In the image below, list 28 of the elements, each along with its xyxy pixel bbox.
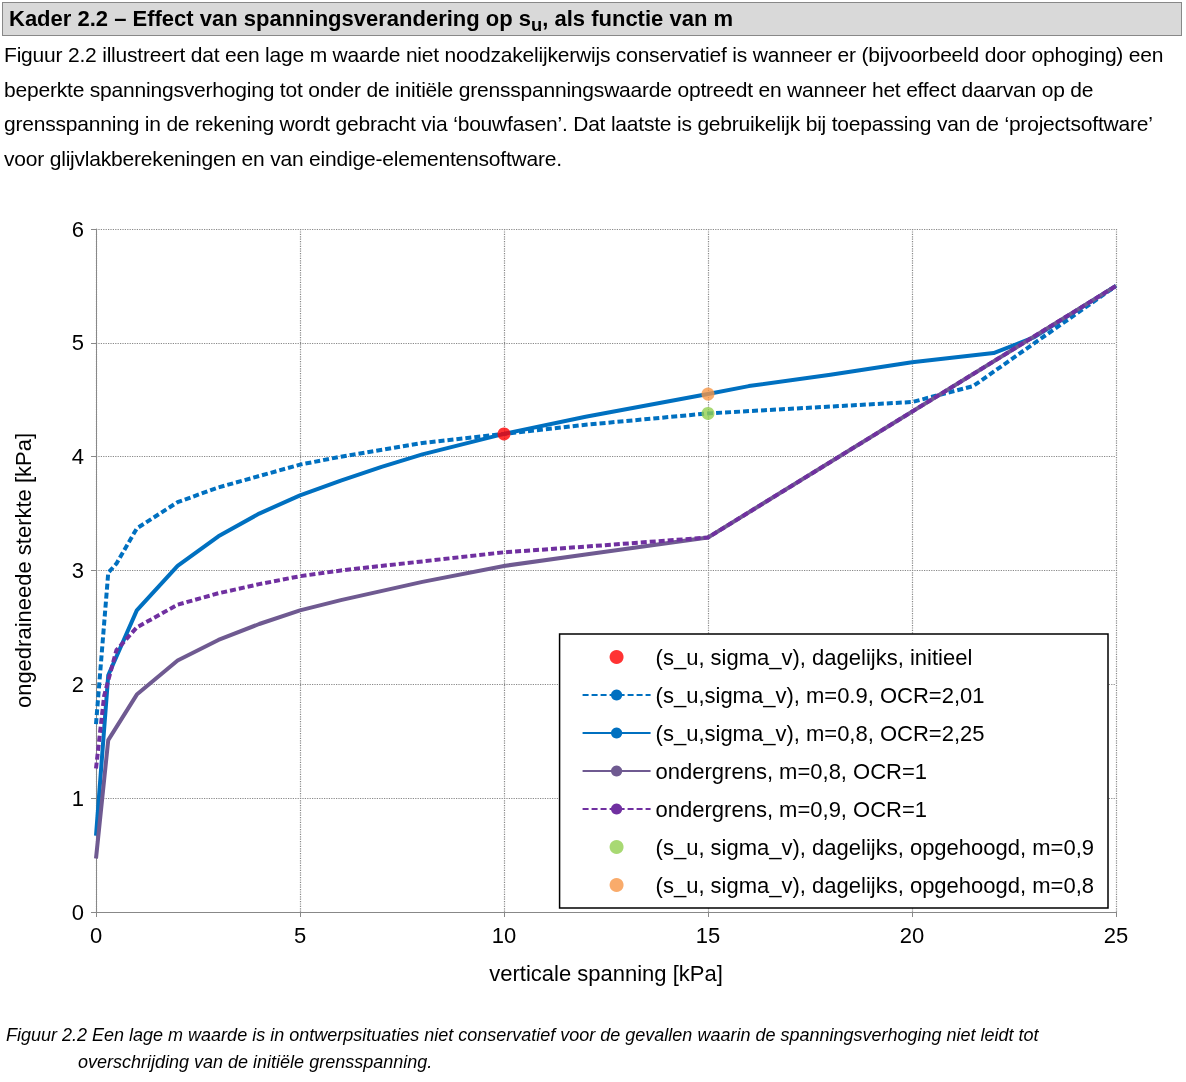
legend-label: ondergrens, m=0,8, OCR=1 (655, 758, 928, 784)
legend-label: ondergrens, m=0,9, OCR=1 (655, 796, 928, 822)
point (701, 406, 715, 420)
y-tick-label: 1 (71, 785, 84, 811)
x-tick-label: 15 (695, 922, 721, 948)
legend-label: (s_u, sigma_v), dagelijks, initieel (655, 644, 973, 670)
y-tick-label: 4 (71, 444, 84, 470)
y-tick-label: 3 (71, 558, 84, 583)
x-tick-label: 5 (293, 922, 307, 948)
y-tick-label: 5 (71, 330, 84, 356)
x-tick-label: 25 (1103, 922, 1129, 948)
legend-label: (s_u, sigma_v), dagelijks, opgehoogd, m=0,8 (655, 872, 1094, 898)
point (497, 427, 511, 441)
chart-title: Kader 2.2 – Effect van spanningsverandering op s$_{u}$, als functie van m (2, 2, 1182, 36)
legend-label: (s_u, sigma_v), dagelijks, opgehoogd, m=0,9 (655, 834, 1094, 860)
x-tick-label: 20 (899, 922, 925, 948)
legend-label: (s_u,sigma_v), m=0.9, OCR=2,01 (655, 682, 985, 708)
point (701, 387, 715, 401)
y-tick-label: 0 (71, 899, 84, 925)
text: Figuur 2.2 Een lage m waarde is in ontwerpsituaties niet conservatief voor de gevallen waarin de spanningsverhoging niet leidt tot overschrijding van de initiële grensspanning. (6, 1024, 1040, 1074)
y-tick-label: 6 (71, 216, 84, 242)
y-tick-label: 2 (71, 671, 84, 697)
x-axis-title: verticale spanning [kPa] (489, 960, 723, 986)
legend-label: (s_u,sigma_v), m=0,8, OCR=2,25 (655, 720, 985, 746)
x-tick-label: 10 (491, 922, 517, 948)
chart-subtitle: Figuur 2.2 illustreert dat een lage m waarde niet noodzakelijkerwijs conservatief is wanneer er (bijvoorbeeld door ophoging) een beperkte spanningsverhoging tot onder de initiële grensspanningswaarde optreedt en wanneer het effect daarvan op de grensspanning in de rekening wordt gebracht via ‘bouwfasen’. Dat laatste is gebruikelijk bij toepassing van de ‘projectsoftware’ voor glijvlakberekeningen en van eindige-elementensoftware. (4, 42, 1165, 172)
y-axis-title: ongedraineede sterkte [kPa] (10, 432, 36, 709)
x-tick-label: 0 (89, 922, 103, 948)
